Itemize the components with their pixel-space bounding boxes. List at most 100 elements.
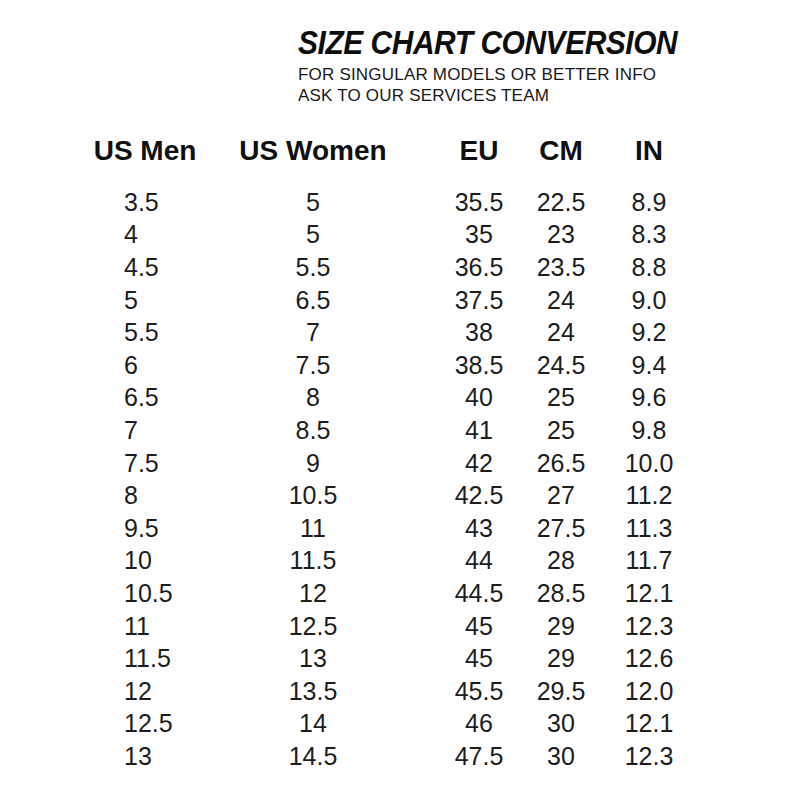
table-cell: 10.0 (585, 449, 713, 478)
column-header-in: IN (585, 135, 713, 167)
table-cell: 29 (537, 612, 585, 641)
table-row: 4535238.3 (85, 219, 713, 252)
table-row: 56.537.5249.0 (85, 284, 713, 317)
table-header-row: US MenUS WomenEUCMIN (85, 133, 713, 169)
table-cell: 4.5 (85, 253, 205, 282)
column-header-eu: EU (421, 135, 537, 167)
table-cell: 5 (205, 220, 421, 249)
table-cell: 11 (205, 514, 421, 543)
table-cell: 6.5 (205, 286, 421, 315)
table-cell: 35.5 (421, 188, 537, 217)
table-cell: 7.5 (205, 351, 421, 380)
table-cell: 28 (537, 546, 585, 575)
table-row: 9.5114327.511.3 (85, 512, 713, 545)
table-cell: 9.5 (85, 514, 205, 543)
table-row: 1112.5452912.3 (85, 610, 713, 643)
table-cell: 9.0 (585, 286, 713, 315)
table-row: 10.51244.528.512.1 (85, 577, 713, 610)
table-cell: 8.8 (585, 253, 713, 282)
table-cell: 25 (537, 416, 585, 445)
table-cell: 42.5 (421, 481, 537, 510)
table-row: 67.538.524.59.4 (85, 349, 713, 382)
table-cell: 36.5 (421, 253, 537, 282)
table-row: 5.5738249.2 (85, 316, 713, 349)
column-header-us-men: US Men (85, 135, 205, 167)
table-cell: 22.5 (537, 188, 585, 217)
table-row: 1011.5442811.7 (85, 545, 713, 578)
table-cell: 13 (205, 644, 421, 673)
table-cell: 12 (205, 579, 421, 608)
table-cell: 12 (85, 677, 205, 706)
column-header-cm: CM (537, 135, 585, 167)
table-cell: 9 (205, 449, 421, 478)
table-row: 1213.545.529.512.0 (85, 675, 713, 708)
table-cell: 8.9 (585, 188, 713, 217)
table-cell: 38 (421, 318, 537, 347)
table-cell: 7 (205, 318, 421, 347)
table-row: 1314.547.53012.3 (85, 740, 713, 773)
table-cell: 5 (205, 188, 421, 217)
table-cell: 30 (537, 742, 585, 771)
table-cell: 5.5 (205, 253, 421, 282)
table-cell: 8.3 (585, 220, 713, 249)
table-cell: 23.5 (537, 253, 585, 282)
table-cell: 9.6 (585, 383, 713, 412)
table-cell: 10.5 (85, 579, 205, 608)
table-cell: 11.5 (85, 644, 205, 673)
table-cell: 35 (421, 220, 537, 249)
table-cell: 28.5 (537, 579, 585, 608)
table-row: 78.541259.8 (85, 414, 713, 447)
table-row: 810.542.52711.2 (85, 479, 713, 512)
table-cell: 10 (85, 546, 205, 575)
table-cell: 29 (537, 644, 585, 673)
table-cell: 11.3 (585, 514, 713, 543)
table-cell: 45.5 (421, 677, 537, 706)
subtitle-line-1: FOR SINGULAR MODELS OR BETTER INFO (298, 64, 729, 85)
table-cell: 24.5 (537, 351, 585, 380)
table-cell: 47.5 (421, 742, 537, 771)
table-cell: 11.5 (205, 546, 421, 575)
table-cell: 41 (421, 416, 537, 445)
table-cell: 8 (85, 481, 205, 510)
table-cell: 38.5 (421, 351, 537, 380)
table-cell: 9.4 (585, 351, 713, 380)
table-cell: 12.1 (585, 709, 713, 738)
subtitle-line-2: ASK TO OUR SERVICES TEAM (298, 85, 729, 106)
table-cell: 24 (537, 318, 585, 347)
table-cell: 8.5 (205, 416, 421, 445)
table-cell: 11.2 (585, 481, 713, 510)
table-cell: 27 (537, 481, 585, 510)
table-cell: 12.3 (585, 612, 713, 641)
table-cell: 45 (421, 612, 537, 641)
header-block: SIZE CHART CONVERSION FOR SINGULAR MODEL… (298, 24, 729, 106)
table-cell: 46 (421, 709, 537, 738)
table-cell: 44 (421, 546, 537, 575)
table-cell: 14.5 (205, 742, 421, 771)
table-cell: 27.5 (537, 514, 585, 543)
table-cell: 13 (85, 742, 205, 771)
table-cell: 9.8 (585, 416, 713, 445)
table-cell: 14 (205, 709, 421, 738)
table-cell: 42 (421, 449, 537, 478)
column-header-us-women: US Women (205, 135, 421, 167)
page-title: SIZE CHART CONVERSION (298, 24, 677, 60)
table-cell: 40 (421, 383, 537, 412)
table-row: 6.5840259.6 (85, 382, 713, 415)
table-cell: 7.5 (85, 449, 205, 478)
table-cell: 45 (421, 644, 537, 673)
table-cell: 30 (537, 709, 585, 738)
table-cell: 11 (85, 612, 205, 641)
table-cell: 23 (537, 220, 585, 249)
table-cell: 6.5 (85, 383, 205, 412)
table-cell: 29.5 (537, 677, 585, 706)
table-cell: 6 (85, 351, 205, 380)
table-cell: 4 (85, 220, 205, 249)
table-cell: 12.1 (585, 579, 713, 608)
table-row: 11.513452912.6 (85, 642, 713, 675)
table-body: 3.5535.522.58.94535238.34.55.536.523.58.… (85, 186, 713, 773)
table-cell: 8 (205, 383, 421, 412)
table-cell: 3.5 (85, 188, 205, 217)
table-cell: 43 (421, 514, 537, 543)
table-cell: 5.5 (85, 318, 205, 347)
table-cell: 12.0 (585, 677, 713, 706)
